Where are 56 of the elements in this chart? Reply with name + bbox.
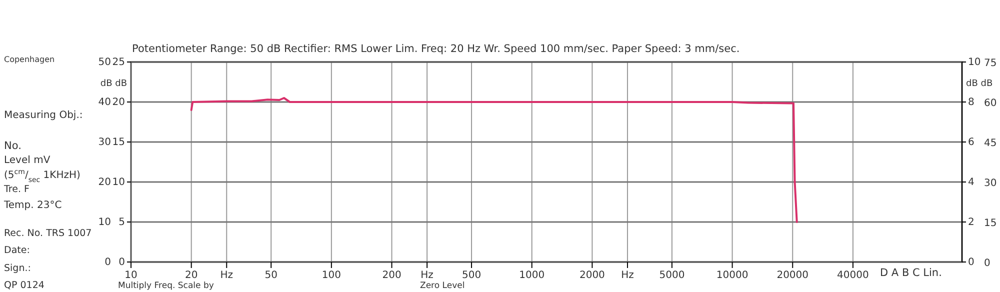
text: 30 bbox=[984, 178, 997, 189]
y-tick-label: 50 bbox=[98, 57, 111, 68]
text: Rec. No. TRS 1007 bbox=[4, 228, 92, 239]
y3-tick-label: 0 bbox=[118, 257, 125, 268]
y3-tick-label: 5 bbox=[118, 217, 125, 228]
x-tick-label: 100 bbox=[322, 270, 341, 282]
x-tick-label: 1000 bbox=[519, 270, 545, 282]
text: 15 bbox=[984, 218, 997, 229]
text: Multiply Freq. Scale by bbox=[118, 281, 214, 291]
x-tick-label: 200 bbox=[382, 270, 402, 282]
x-tick-label: 10 bbox=[124, 270, 138, 282]
y3-tick-label: 15 bbox=[112, 137, 125, 148]
y-tick-label: 10 bbox=[98, 217, 111, 228]
text: Temp. 23°C bbox=[3, 200, 62, 211]
y3-tick-label: 25 bbox=[112, 57, 125, 68]
x-tick-label: 50 bbox=[264, 270, 278, 282]
x-tick-label: 20000 bbox=[776, 270, 809, 282]
text: Sign.: bbox=[4, 263, 31, 274]
text: D A B C Lin. bbox=[880, 267, 942, 279]
text: 45 bbox=[984, 138, 997, 149]
text: 75 bbox=[984, 58, 997, 69]
text: Zero Level bbox=[420, 281, 465, 291]
text: 60 bbox=[984, 98, 997, 109]
y2-tick-label: 6 bbox=[968, 137, 974, 148]
y-tick-label: 0 bbox=[104, 257, 111, 268]
y-axis-title: dB dB bbox=[100, 79, 127, 89]
y2-tick-label: 8 bbox=[968, 97, 974, 108]
y-tick-label: 40 bbox=[98, 97, 111, 108]
text: QP 0124 bbox=[4, 280, 44, 291]
x-tick-label: 500 bbox=[462, 270, 482, 282]
text: Copenhagen bbox=[4, 55, 55, 64]
text: No. bbox=[4, 140, 22, 152]
y2-tick-label: 2 bbox=[968, 217, 974, 228]
y3-tick-label: 20 bbox=[112, 97, 125, 108]
y2-tick-label: 0 bbox=[968, 257, 974, 268]
x-tick-label: 40000 bbox=[837, 270, 869, 282]
chart-title: Potentiometer Range: 50 dB Rectifier: RMS Lower Lim. Freq: 20 Hz Wr. Speed 100 mm/sec. Paper Speed: 3 mm/sec. bbox=[132, 43, 740, 55]
x-tick-label: 10000 bbox=[716, 270, 748, 282]
x-tick-label: 5000 bbox=[659, 270, 685, 282]
x-tick-label: 2000 bbox=[579, 270, 605, 282]
x-tick-label: Hz bbox=[220, 270, 234, 282]
y-tick-label: 20 bbox=[98, 177, 111, 188]
y3-tick-label: 10 bbox=[112, 177, 125, 188]
y2-axis-title: dB dB bbox=[966, 79, 993, 89]
text: Level mV bbox=[4, 155, 50, 166]
text: Tre. F bbox=[3, 184, 30, 195]
x-tick-label: 20 bbox=[184, 270, 198, 282]
text: Date: bbox=[4, 245, 30, 256]
text: (5$^{cm}$/$_{sec}$ 1KHzH) bbox=[4, 168, 81, 184]
y2-tick-label: 4 bbox=[968, 177, 974, 188]
text: 0 bbox=[984, 258, 990, 269]
y-tick-label: 30 bbox=[98, 137, 111, 148]
x-tick-label: Hz bbox=[621, 270, 634, 282]
x-tick-label: Hz bbox=[420, 270, 434, 282]
text: Measuring Obj.: bbox=[4, 110, 83, 121]
y2-tick-label: 10 bbox=[968, 57, 981, 68]
